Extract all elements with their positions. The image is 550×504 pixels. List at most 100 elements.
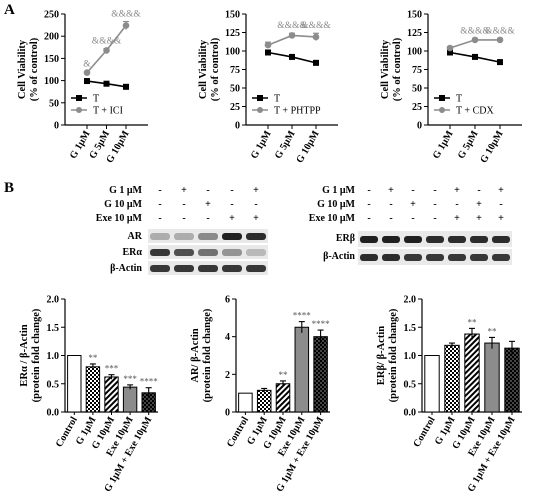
treatment-mark: - bbox=[367, 213, 371, 224]
treatment-mark: + bbox=[476, 213, 482, 224]
bar bbox=[464, 333, 480, 413]
treatment-label: G 10 μM bbox=[317, 199, 355, 210]
legend-marker bbox=[439, 95, 445, 101]
y-tick-label: 75 bbox=[412, 65, 422, 76]
y-axis-label: ERα / β-Actin (protein fold change) bbox=[19, 308, 42, 402]
blot-band bbox=[198, 249, 218, 256]
treatment-mark: - bbox=[206, 185, 210, 196]
significance-label: ** bbox=[468, 317, 478, 327]
data-point bbox=[497, 59, 503, 66]
y-tick-label: 0 bbox=[225, 408, 230, 419]
legend-label: T + ICI bbox=[93, 106, 123, 117]
blot-band bbox=[174, 233, 194, 240]
treatment-mark: - bbox=[433, 185, 437, 196]
treatment-mark: + bbox=[498, 213, 504, 224]
y-tick-label: 250 bbox=[44, 10, 59, 21]
y-tick-label: 100 bbox=[225, 47, 240, 58]
treatment-mark: - bbox=[389, 199, 393, 210]
y-tick-label: 0.5 bbox=[47, 379, 60, 390]
y-axis-label: Cell Viability (% of control) bbox=[198, 37, 221, 101]
treatment-mark: - bbox=[367, 185, 371, 196]
y-tick-label: 6 bbox=[225, 295, 230, 306]
y-tick-label: 1.0 bbox=[404, 351, 417, 362]
protein-label: ERβ bbox=[335, 233, 355, 244]
blot-band bbox=[198, 233, 218, 240]
y-tick-label: 4 bbox=[225, 332, 230, 343]
protein-label: β-Actin bbox=[323, 251, 355, 262]
blot-band bbox=[382, 254, 400, 261]
x-tick-label: G 10μM bbox=[478, 129, 505, 166]
blot-band bbox=[246, 233, 266, 240]
blot-band bbox=[222, 233, 242, 240]
y-tick-label: 50 bbox=[49, 98, 59, 109]
blot-left: G 1 μM - + - - + G 10 μM - - + - - Exe 10 μM - - - + + AR E… bbox=[60, 185, 268, 275]
treatment-mark: + bbox=[410, 199, 416, 210]
y-tick-label: 0 bbox=[235, 121, 240, 132]
bar bbox=[104, 376, 119, 413]
y-axis-label-line: (protein fold change) bbox=[202, 308, 213, 402]
treatment-mark: - bbox=[158, 213, 162, 224]
x-tick-label: G 5μM bbox=[456, 129, 481, 161]
data-point bbox=[471, 36, 479, 44]
blot-band bbox=[198, 265, 218, 272]
blot-band bbox=[404, 254, 422, 261]
significance-annotation: &&&& bbox=[485, 26, 515, 36]
y-tick-label: 2.0 bbox=[47, 295, 60, 306]
significance-label: **** bbox=[140, 377, 159, 387]
treatment-label: G 1 μM bbox=[322, 185, 355, 196]
blot-band bbox=[174, 249, 194, 256]
y-axis-label: AR/ β-Actin (protein fold change) bbox=[190, 308, 213, 402]
data-point bbox=[264, 41, 272, 49]
bar bbox=[313, 336, 328, 413]
y-tick-label: 75 bbox=[230, 65, 240, 76]
data-point bbox=[446, 44, 454, 52]
blot-band bbox=[492, 236, 510, 243]
bar bbox=[504, 347, 520, 413]
y-axis-label: Cell Viability (% of control) bbox=[17, 37, 40, 101]
y-tick-label: 0 bbox=[54, 121, 59, 132]
y-tick-label: 0.5 bbox=[404, 379, 417, 390]
treatment-mark: + bbox=[253, 185, 259, 196]
treatment-mark: - bbox=[389, 213, 393, 224]
bar bbox=[67, 355, 82, 413]
data-point bbox=[472, 53, 478, 60]
x-tick-label: G 1μM bbox=[249, 129, 274, 161]
significance-annotation: &&&& bbox=[111, 10, 141, 20]
blot-strip bbox=[148, 229, 268, 243]
blot-band bbox=[448, 254, 466, 261]
blot-strip bbox=[148, 261, 268, 275]
data-point bbox=[265, 49, 271, 56]
blot-band bbox=[426, 254, 444, 261]
data-point bbox=[289, 53, 295, 60]
significance-label: **** bbox=[293, 311, 312, 321]
blot-strip bbox=[358, 231, 512, 247]
significance-label: ** bbox=[279, 370, 289, 380]
treatment-mark: - bbox=[254, 199, 258, 210]
significance-label: ** bbox=[488, 326, 498, 336]
blot-band bbox=[360, 236, 378, 243]
bar bbox=[275, 383, 291, 413]
treatment-label: G 10 μM bbox=[104, 199, 142, 210]
treatment-mark: + bbox=[498, 185, 504, 196]
treatment-mark: + bbox=[388, 185, 394, 196]
significance-label: **** bbox=[312, 319, 331, 329]
blot-band bbox=[246, 249, 266, 256]
y-tick-label: 1.5 bbox=[47, 323, 60, 334]
data-point bbox=[496, 36, 504, 44]
x-tick-label: Control bbox=[54, 415, 80, 449]
data-point bbox=[122, 22, 130, 29]
treatment-label: Exe 10 μM bbox=[308, 213, 355, 224]
treatment-mark: + bbox=[476, 199, 482, 210]
blot-band bbox=[222, 265, 242, 272]
bar bbox=[238, 392, 253, 413]
y-tick-label: 25 bbox=[412, 102, 422, 113]
legend-label: T bbox=[93, 94, 99, 105]
treatment-mark: + bbox=[454, 213, 460, 224]
x-tick-label: G 1μM bbox=[431, 129, 456, 161]
legend-label: T bbox=[456, 94, 462, 105]
y-tick-label: 25 bbox=[230, 102, 240, 113]
y-axis-label-line: ERβ/ β-Actin bbox=[376, 326, 387, 385]
legend-marker bbox=[76, 107, 82, 113]
protein-label: AR bbox=[127, 231, 142, 242]
treatment-mark: - bbox=[433, 213, 437, 224]
